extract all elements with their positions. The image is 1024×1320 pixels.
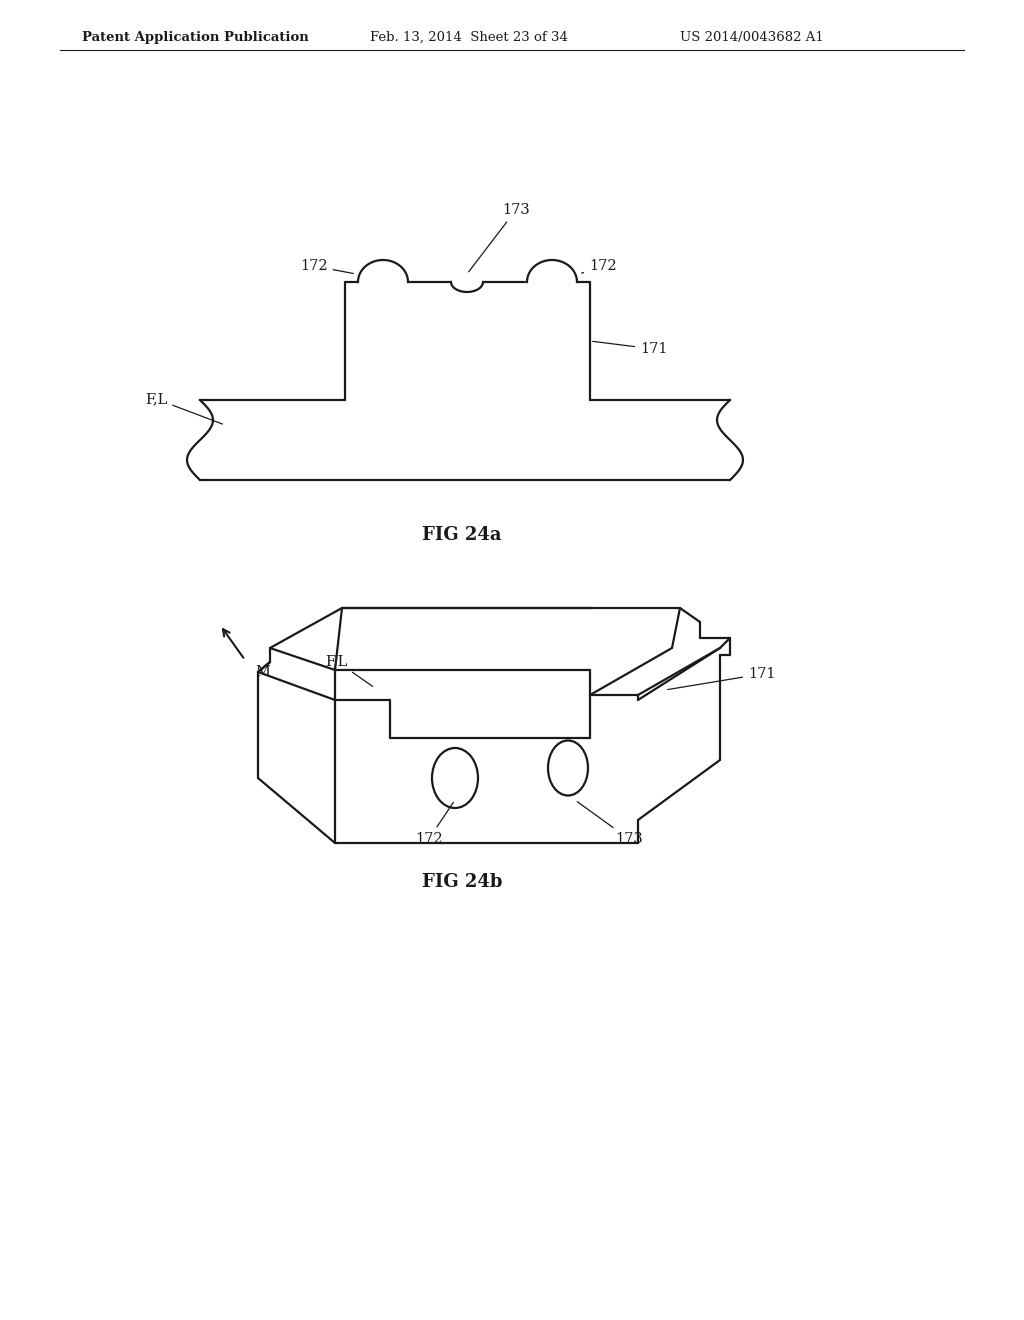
Text: Patent Application Publication: Patent Application Publication	[82, 30, 309, 44]
Text: 171: 171	[668, 667, 775, 689]
Text: FIG 24a: FIG 24a	[422, 525, 502, 544]
Text: Feb. 13, 2014  Sheet 23 of 34: Feb. 13, 2014 Sheet 23 of 34	[370, 30, 568, 44]
Text: F,L: F,L	[145, 392, 222, 424]
Text: 173: 173	[469, 203, 529, 272]
Text: M: M	[255, 665, 270, 678]
Text: 172: 172	[300, 259, 353, 273]
Text: FIG 24b: FIG 24b	[422, 873, 502, 891]
Text: 172: 172	[582, 259, 616, 273]
Text: 173: 173	[578, 801, 643, 846]
Text: US 2014/0043682 A1: US 2014/0043682 A1	[680, 30, 823, 44]
Text: 171: 171	[593, 342, 668, 356]
Text: 172: 172	[415, 803, 454, 846]
Text: F,L: F,L	[325, 653, 373, 686]
